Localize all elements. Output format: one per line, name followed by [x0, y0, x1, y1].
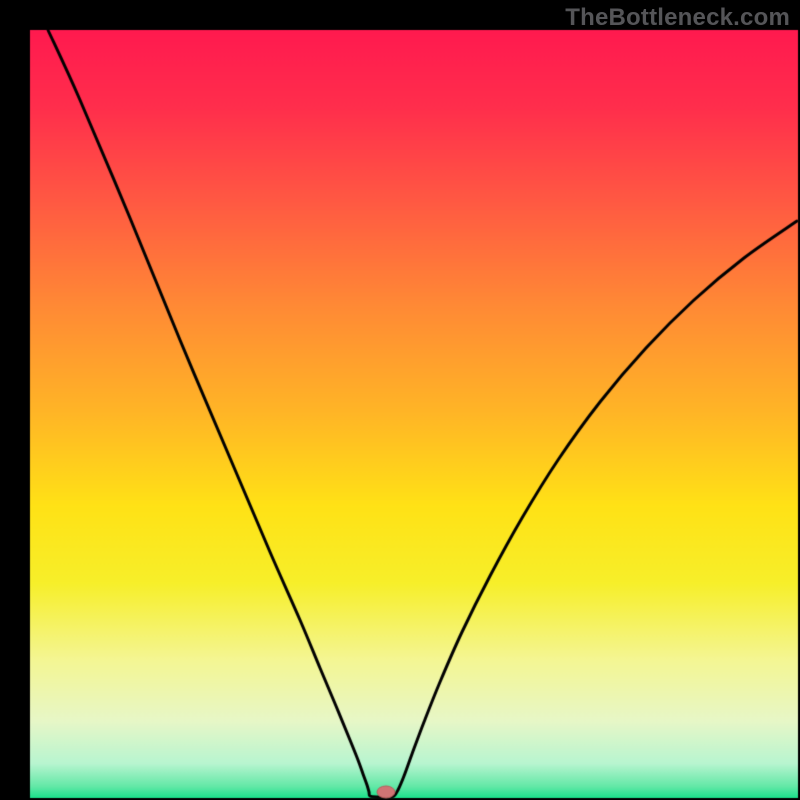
chart-root: TheBottleneck.com — [0, 0, 800, 800]
chart-curve-canvas — [0, 0, 800, 800]
watermark-text: TheBottleneck.com — [565, 4, 790, 32]
